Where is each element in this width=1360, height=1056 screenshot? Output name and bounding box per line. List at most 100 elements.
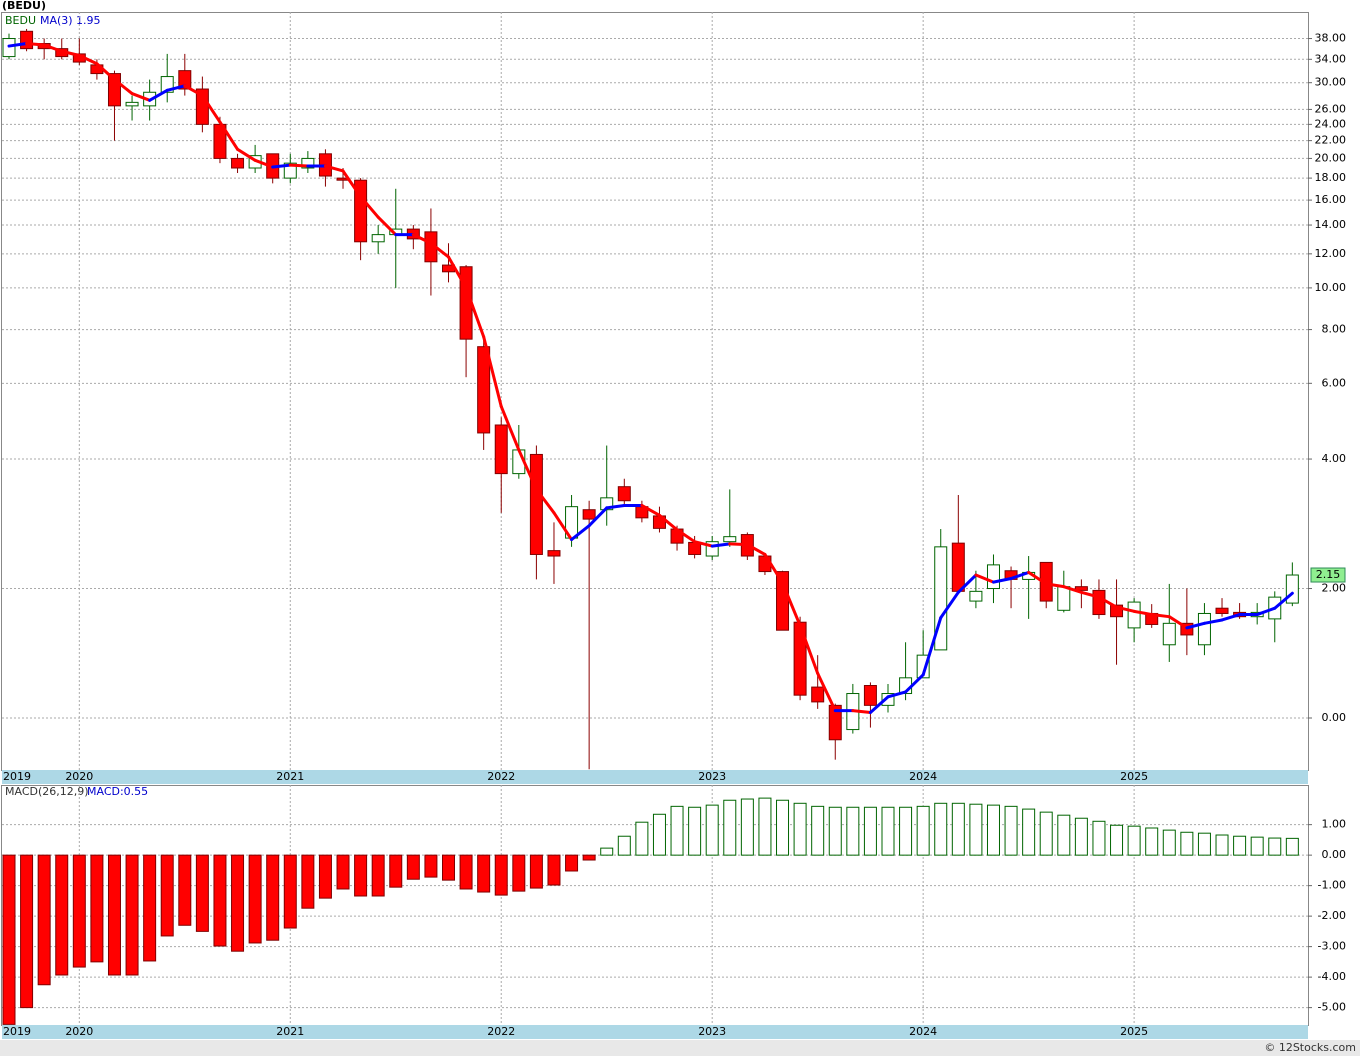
x-tick-label: 2019	[3, 770, 31, 783]
candle-body	[301, 157, 315, 169]
y-tick-label: 8.00	[1322, 323, 1347, 336]
y-tick-label: 30.00	[1315, 76, 1347, 89]
ma-segment	[552, 511, 574, 542]
footer-bar	[0, 1040, 1360, 1056]
x-tick-label: 2020	[65, 770, 93, 783]
macd-bar	[916, 805, 930, 856]
macd-bar	[231, 854, 245, 952]
ma-segment	[534, 487, 556, 515]
chart-title: (BEDU)	[2, 0, 46, 12]
macd-bar	[547, 854, 561, 886]
legend-ma: MA(3)	[40, 14, 73, 27]
ma-segment	[1132, 609, 1154, 617]
footer: © 12Stocks.com	[1264, 1041, 1356, 1054]
macd-bar	[20, 854, 34, 1009]
ma-segment	[798, 624, 820, 675]
ma-segment	[411, 233, 433, 245]
candle-body	[828, 704, 842, 741]
ma-segment	[1062, 585, 1083, 594]
candle-body	[1127, 601, 1141, 629]
y-tick-label: 24.00	[1315, 117, 1347, 130]
macd-bar	[582, 854, 596, 861]
macd-bar	[283, 854, 297, 929]
macd-bar	[107, 854, 121, 976]
ma-segment	[25, 42, 46, 47]
macd-bar	[354, 854, 368, 897]
macd-bar	[195, 854, 209, 932]
y-tick-label: -3.00	[1318, 940, 1346, 953]
macd-bar	[529, 854, 543, 889]
candle-body	[863, 685, 877, 706]
macd-bar	[1215, 834, 1229, 856]
x-tick-label: 2024	[909, 770, 937, 783]
ma-segment	[359, 195, 380, 219]
ma-segment	[341, 169, 363, 199]
macd-bar	[90, 854, 104, 963]
macd-bar	[266, 854, 280, 941]
candle-body	[125, 101, 139, 107]
candle-body	[986, 564, 1000, 590]
ma-segment	[200, 94, 222, 124]
candle-body	[582, 509, 596, 520]
y-tick-label: 4.00	[1322, 452, 1347, 465]
ma-segment	[112, 78, 134, 96]
macd-bar	[459, 854, 473, 890]
candle-body	[529, 453, 543, 555]
ma-segment	[7, 42, 29, 48]
ma-segment	[1115, 605, 1136, 613]
y-tick-label: 6.00	[1322, 376, 1347, 389]
macd-bar	[934, 802, 948, 856]
candle-body	[1092, 589, 1106, 616]
candle-body	[1285, 574, 1299, 604]
y-tick-label: 14.00	[1315, 218, 1347, 231]
x-tick-label: 2023	[698, 770, 726, 783]
macd-bar	[248, 854, 262, 944]
ma-segment	[886, 690, 908, 699]
macd-bar	[951, 802, 965, 856]
ma-segment	[1044, 582, 1066, 589]
macd-bar	[143, 854, 157, 962]
macd-bar	[705, 804, 719, 856]
ma-segment	[1273, 591, 1294, 610]
macd-bar	[1162, 829, 1176, 856]
candle-body	[547, 550, 561, 557]
macd-bar	[1268, 837, 1282, 856]
x-tick-label: 2022	[487, 1025, 515, 1038]
macd-bar	[828, 806, 842, 856]
macd-bar	[1180, 831, 1194, 856]
y-tick-label: 0.00	[1322, 711, 1347, 724]
candle-body	[1197, 612, 1211, 646]
y-tick-label: -5.00	[1318, 1001, 1346, 1014]
y-tick-label: 20.00	[1315, 151, 1347, 164]
y-tick-label: 26.00	[1315, 102, 1347, 115]
candle-body	[723, 536, 737, 543]
macd-bar	[55, 854, 69, 976]
ma-segment	[1150, 613, 1171, 619]
ma-segment	[868, 695, 890, 714]
y-tick-label: -4.00	[1318, 970, 1346, 983]
ma-segment	[1255, 606, 1277, 617]
macd-bar	[846, 806, 860, 856]
candle-body	[951, 542, 965, 592]
ma-segment	[482, 335, 503, 408]
x-axis-band	[2, 1025, 1308, 1039]
y-tick-label: 10.00	[1315, 281, 1347, 294]
y-tick-label: 1.00	[1322, 818, 1347, 831]
candle-body	[617, 486, 631, 502]
y-tick-label: 34.00	[1315, 52, 1347, 65]
ma-segment	[1167, 615, 1189, 630]
y-tick-label: 2.00	[1322, 582, 1347, 595]
macd-bar	[72, 854, 86, 968]
ma-segment	[1027, 570, 1048, 586]
x-axis-band	[2, 770, 1308, 784]
macd-bar	[600, 847, 614, 856]
candle-body	[969, 590, 983, 602]
candle-body	[231, 157, 245, 169]
macd-bar	[635, 821, 649, 856]
candle-body	[881, 693, 895, 706]
x-tick-label: 2022	[487, 770, 515, 783]
last-price-box	[1310, 567, 1346, 583]
macd-bar	[670, 805, 684, 856]
ma-segment	[60, 49, 81, 58]
